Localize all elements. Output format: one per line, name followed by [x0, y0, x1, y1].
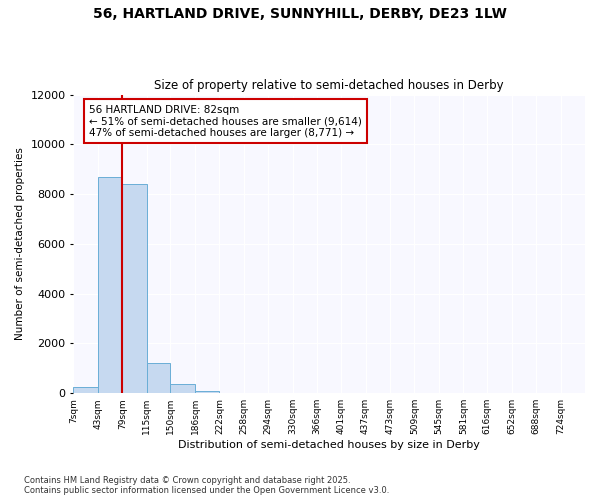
Bar	[122, 184, 147, 393]
Text: 56 HARTLAND DRIVE: 82sqm
← 51% of semi-detached houses are smaller (9,614)
47% o: 56 HARTLAND DRIVE: 82sqm ← 51% of semi-d…	[89, 104, 362, 138]
Bar	[220, 392, 244, 393]
X-axis label: Distribution of semi-detached houses by size in Derby: Distribution of semi-detached houses by …	[178, 440, 480, 450]
Text: Contains HM Land Registry data © Crown copyright and database right 2025.
Contai: Contains HM Land Registry data © Crown c…	[24, 476, 389, 495]
Bar	[195, 390, 220, 393]
Y-axis label: Number of semi-detached properties: Number of semi-detached properties	[15, 148, 25, 340]
Bar	[147, 364, 170, 393]
Bar	[73, 388, 98, 393]
Title: Size of property relative to semi-detached houses in Derby: Size of property relative to semi-detach…	[154, 79, 504, 92]
Bar	[170, 384, 195, 393]
Bar	[98, 176, 122, 393]
Text: 56, HARTLAND DRIVE, SUNNYHILL, DERBY, DE23 1LW: 56, HARTLAND DRIVE, SUNNYHILL, DERBY, DE…	[93, 8, 507, 22]
